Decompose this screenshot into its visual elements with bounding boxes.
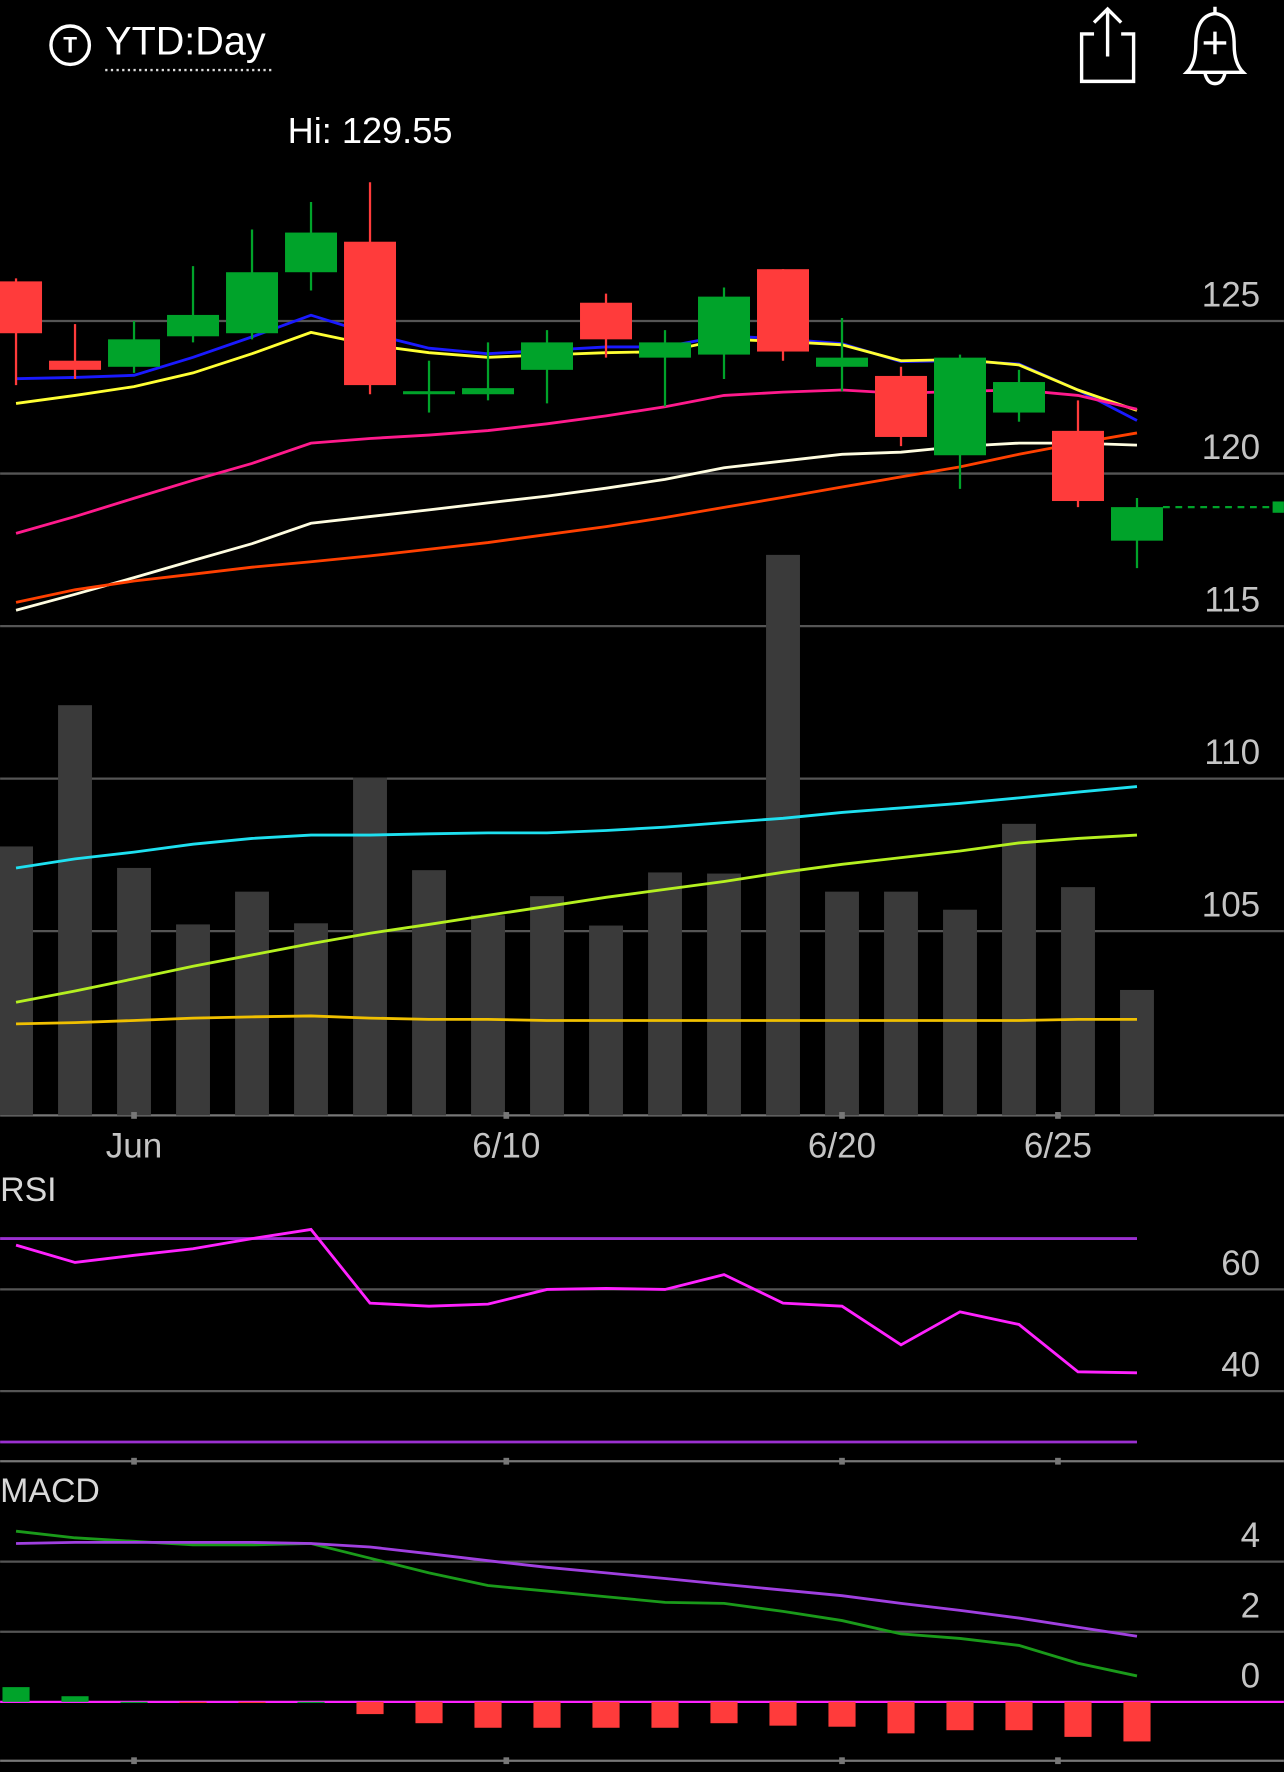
x-tick-label: 6/25 bbox=[1024, 1126, 1092, 1165]
bell bbox=[1182, 11, 1248, 75]
candle-body bbox=[521, 342, 574, 370]
y-tick-label: 105 bbox=[1202, 886, 1260, 925]
candle-body bbox=[403, 391, 456, 395]
candle-body bbox=[285, 232, 338, 273]
y-tick-label: 110 bbox=[1204, 733, 1260, 772]
candle-body bbox=[757, 269, 809, 352]
histogram-bar bbox=[415, 1701, 443, 1724]
indicator-line bbox=[16, 1014, 1137, 1026]
macd-title: MACD bbox=[0, 1472, 100, 1510]
volume-bar bbox=[1120, 989, 1154, 1116]
volume-bar bbox=[648, 872, 682, 1116]
indicator-line bbox=[15, 1529, 1138, 1678]
histogram-bar bbox=[238, 1701, 266, 1703]
volume-bar bbox=[58, 705, 92, 1116]
volume-bar bbox=[530, 896, 564, 1116]
candle-body bbox=[0, 281, 43, 334]
y-tick-label: 40 bbox=[1221, 1346, 1260, 1385]
volume-bar bbox=[1002, 823, 1036, 1116]
candle-body bbox=[1111, 507, 1163, 541]
volume-bar bbox=[707, 873, 741, 1116]
candle-body bbox=[49, 360, 102, 370]
volume-bar bbox=[766, 554, 800, 1116]
candle-body bbox=[639, 342, 692, 358]
indicator-line bbox=[15, 833, 1138, 1004]
rsi-title: RSI bbox=[0, 1171, 57, 1209]
volume-bar bbox=[943, 909, 977, 1116]
bell-plus bbox=[1203, 6, 1227, 86]
histogram-bar bbox=[710, 1701, 738, 1724]
volume-bar bbox=[884, 891, 918, 1116]
volume-bar bbox=[294, 923, 328, 1116]
y-tick-label: 0 bbox=[1241, 1656, 1260, 1695]
volume-bar bbox=[471, 915, 505, 1116]
histogram-bar bbox=[2, 1687, 30, 1702]
volume-bar bbox=[825, 891, 859, 1116]
y-tick-label: 115 bbox=[1204, 581, 1260, 620]
volume-bar bbox=[412, 870, 446, 1116]
x-tick-label: 6/10 bbox=[472, 1126, 540, 1165]
histogram-bar bbox=[1005, 1701, 1033, 1731]
high-annotation: Hi: 129.55 bbox=[288, 110, 453, 151]
histogram-bar bbox=[887, 1701, 915, 1734]
y-tick-label: 125 bbox=[1202, 276, 1260, 315]
indicator-line bbox=[15, 785, 1138, 870]
histogram-bar bbox=[474, 1701, 502, 1728]
share-arrow bbox=[1092, 6, 1123, 57]
y-tick-label: 60 bbox=[1221, 1244, 1260, 1283]
histogram-bar bbox=[61, 1696, 89, 1702]
volume-bar bbox=[1061, 887, 1095, 1116]
range-title: YTD:Day bbox=[105, 20, 266, 64]
histogram-bar bbox=[120, 1701, 148, 1703]
candle-body bbox=[108, 339, 161, 367]
alert-button[interactable] bbox=[1182, 6, 1248, 86]
indicator-line bbox=[16, 1540, 1138, 1638]
candle-body bbox=[462, 388, 515, 395]
candle-body bbox=[698, 296, 750, 355]
y-tick-label: 4 bbox=[1241, 1516, 1260, 1555]
volume-bar bbox=[235, 891, 269, 1116]
histogram-bar bbox=[1064, 1701, 1092, 1737]
candle-body bbox=[344, 241, 397, 386]
ticker-button[interactable]: T YTD:Day bbox=[49, 20, 275, 72]
indicator-line bbox=[15, 1227, 1138, 1375]
histogram-bar bbox=[651, 1701, 679, 1728]
x-tick-label: Jun bbox=[106, 1126, 162, 1165]
volume-bar bbox=[0, 846, 33, 1116]
volume-bar bbox=[353, 777, 387, 1116]
candle-body bbox=[875, 375, 927, 437]
share-box bbox=[1079, 32, 1136, 84]
candle-body bbox=[226, 272, 279, 334]
y-tick-label: 2 bbox=[1241, 1586, 1260, 1625]
histogram-bar bbox=[592, 1701, 620, 1728]
histogram-bar bbox=[533, 1701, 561, 1728]
histogram-bar bbox=[946, 1701, 974, 1731]
histogram-bar bbox=[1123, 1701, 1151, 1742]
candle-body bbox=[816, 357, 868, 367]
histogram-bar bbox=[356, 1701, 384, 1715]
ticker-icon-label: T bbox=[63, 32, 77, 57]
histogram-bar bbox=[769, 1701, 797, 1726]
volume-bar bbox=[117, 867, 151, 1116]
ticker-icon bbox=[49, 24, 92, 67]
candle-body bbox=[580, 302, 633, 340]
indicator-line bbox=[15, 431, 1138, 604]
y-tick-label: 120 bbox=[1202, 428, 1260, 467]
candle-body bbox=[993, 382, 1045, 413]
x-tick-label: 6/20 bbox=[808, 1126, 876, 1165]
candle-body bbox=[167, 314, 220, 337]
histogram-bar bbox=[828, 1701, 856, 1727]
share-button[interactable] bbox=[1079, 6, 1136, 84]
candle-body bbox=[934, 357, 986, 456]
histogram-bar bbox=[179, 1701, 207, 1703]
last-price-marker bbox=[1272, 501, 1284, 513]
histogram-bar bbox=[297, 1701, 325, 1703]
candle-body bbox=[1052, 430, 1104, 502]
